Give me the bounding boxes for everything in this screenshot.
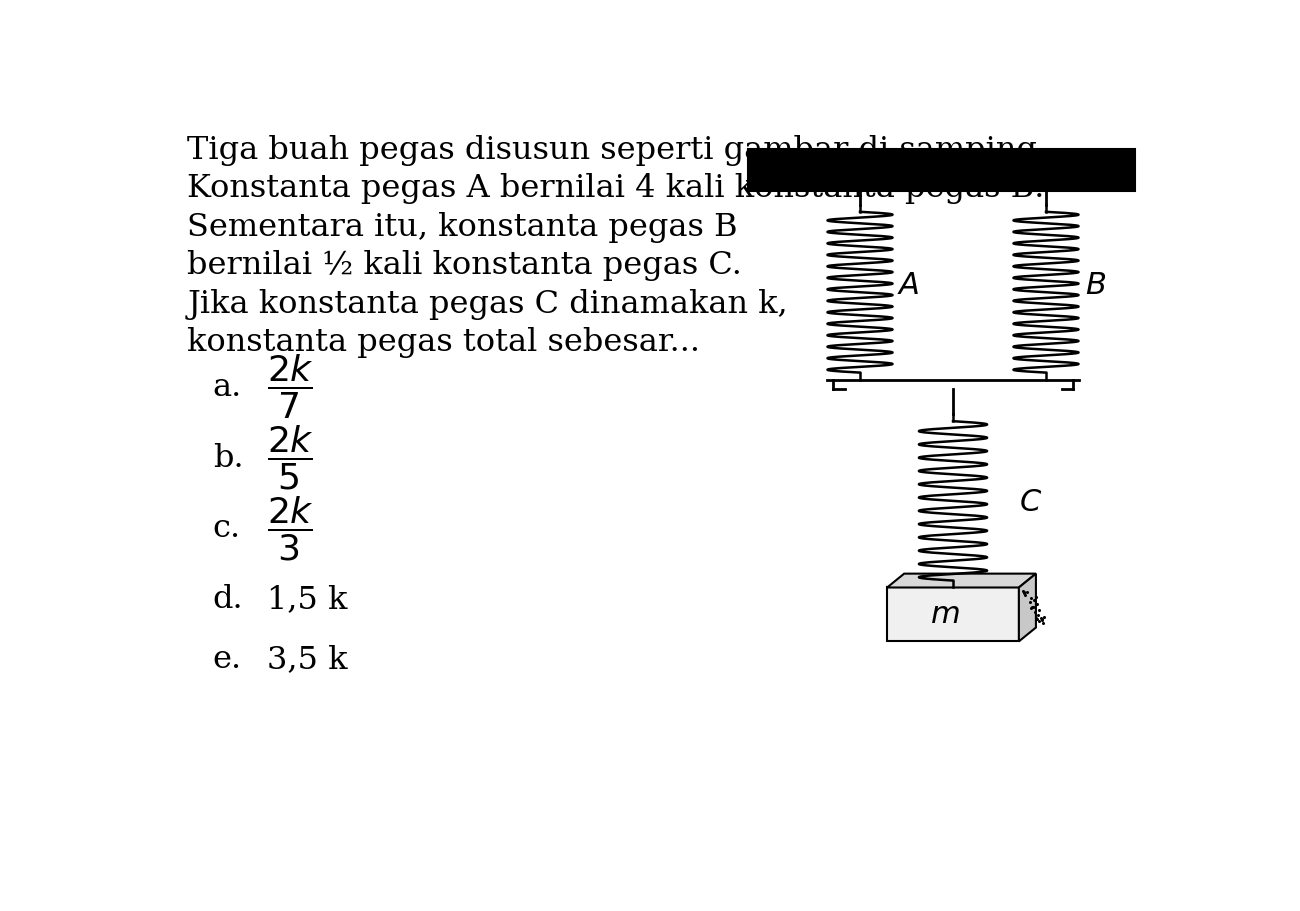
Polygon shape [887, 574, 1036, 588]
Text: c.: c. [213, 514, 240, 545]
Text: b.: b. [213, 443, 243, 474]
Text: $\dfrac{2k}{7}$: $\dfrac{2k}{7}$ [266, 353, 315, 422]
Text: 3,5 k: 3,5 k [266, 644, 347, 675]
Text: $B$: $B$ [1084, 271, 1106, 302]
Polygon shape [1019, 574, 1036, 641]
Text: Jika konstanta pegas C dinamakan k,: Jika konstanta pegas C dinamakan k, [187, 289, 788, 320]
Text: e.: e. [213, 644, 242, 675]
Bar [887, 588, 1019, 641]
Text: d.: d. [213, 584, 243, 615]
Text: konstanta pegas total sebesar...: konstanta pegas total sebesar... [187, 327, 701, 358]
Text: a.: a. [213, 372, 242, 403]
Text: 1,5 k: 1,5 k [266, 584, 347, 615]
Text: $m$: $m$ [931, 599, 961, 630]
Text: Konstanta pegas A bernilai 4 kali konstanta pegas B.: Konstanta pegas A bernilai 4 kali konsta… [187, 173, 1045, 204]
Text: $A$: $A$ [897, 271, 919, 302]
Text: $C$: $C$ [1019, 487, 1043, 518]
Bar [747, 148, 1135, 191]
Text: Sementara itu, konstanta pegas B: Sementara itu, konstanta pegas B [187, 211, 738, 242]
Text: bernilai ½ kali konstanta pegas C.: bernilai ½ kali konstanta pegas C. [187, 251, 742, 281]
Text: Tiga buah pegas disusun seperti gambar di samping.: Tiga buah pegas disusun seperti gambar d… [187, 135, 1048, 166]
Text: $\dfrac{2k}{5}$: $\dfrac{2k}{5}$ [266, 424, 315, 492]
Text: $\dfrac{2k}{3}$: $\dfrac{2k}{3}$ [266, 495, 315, 563]
